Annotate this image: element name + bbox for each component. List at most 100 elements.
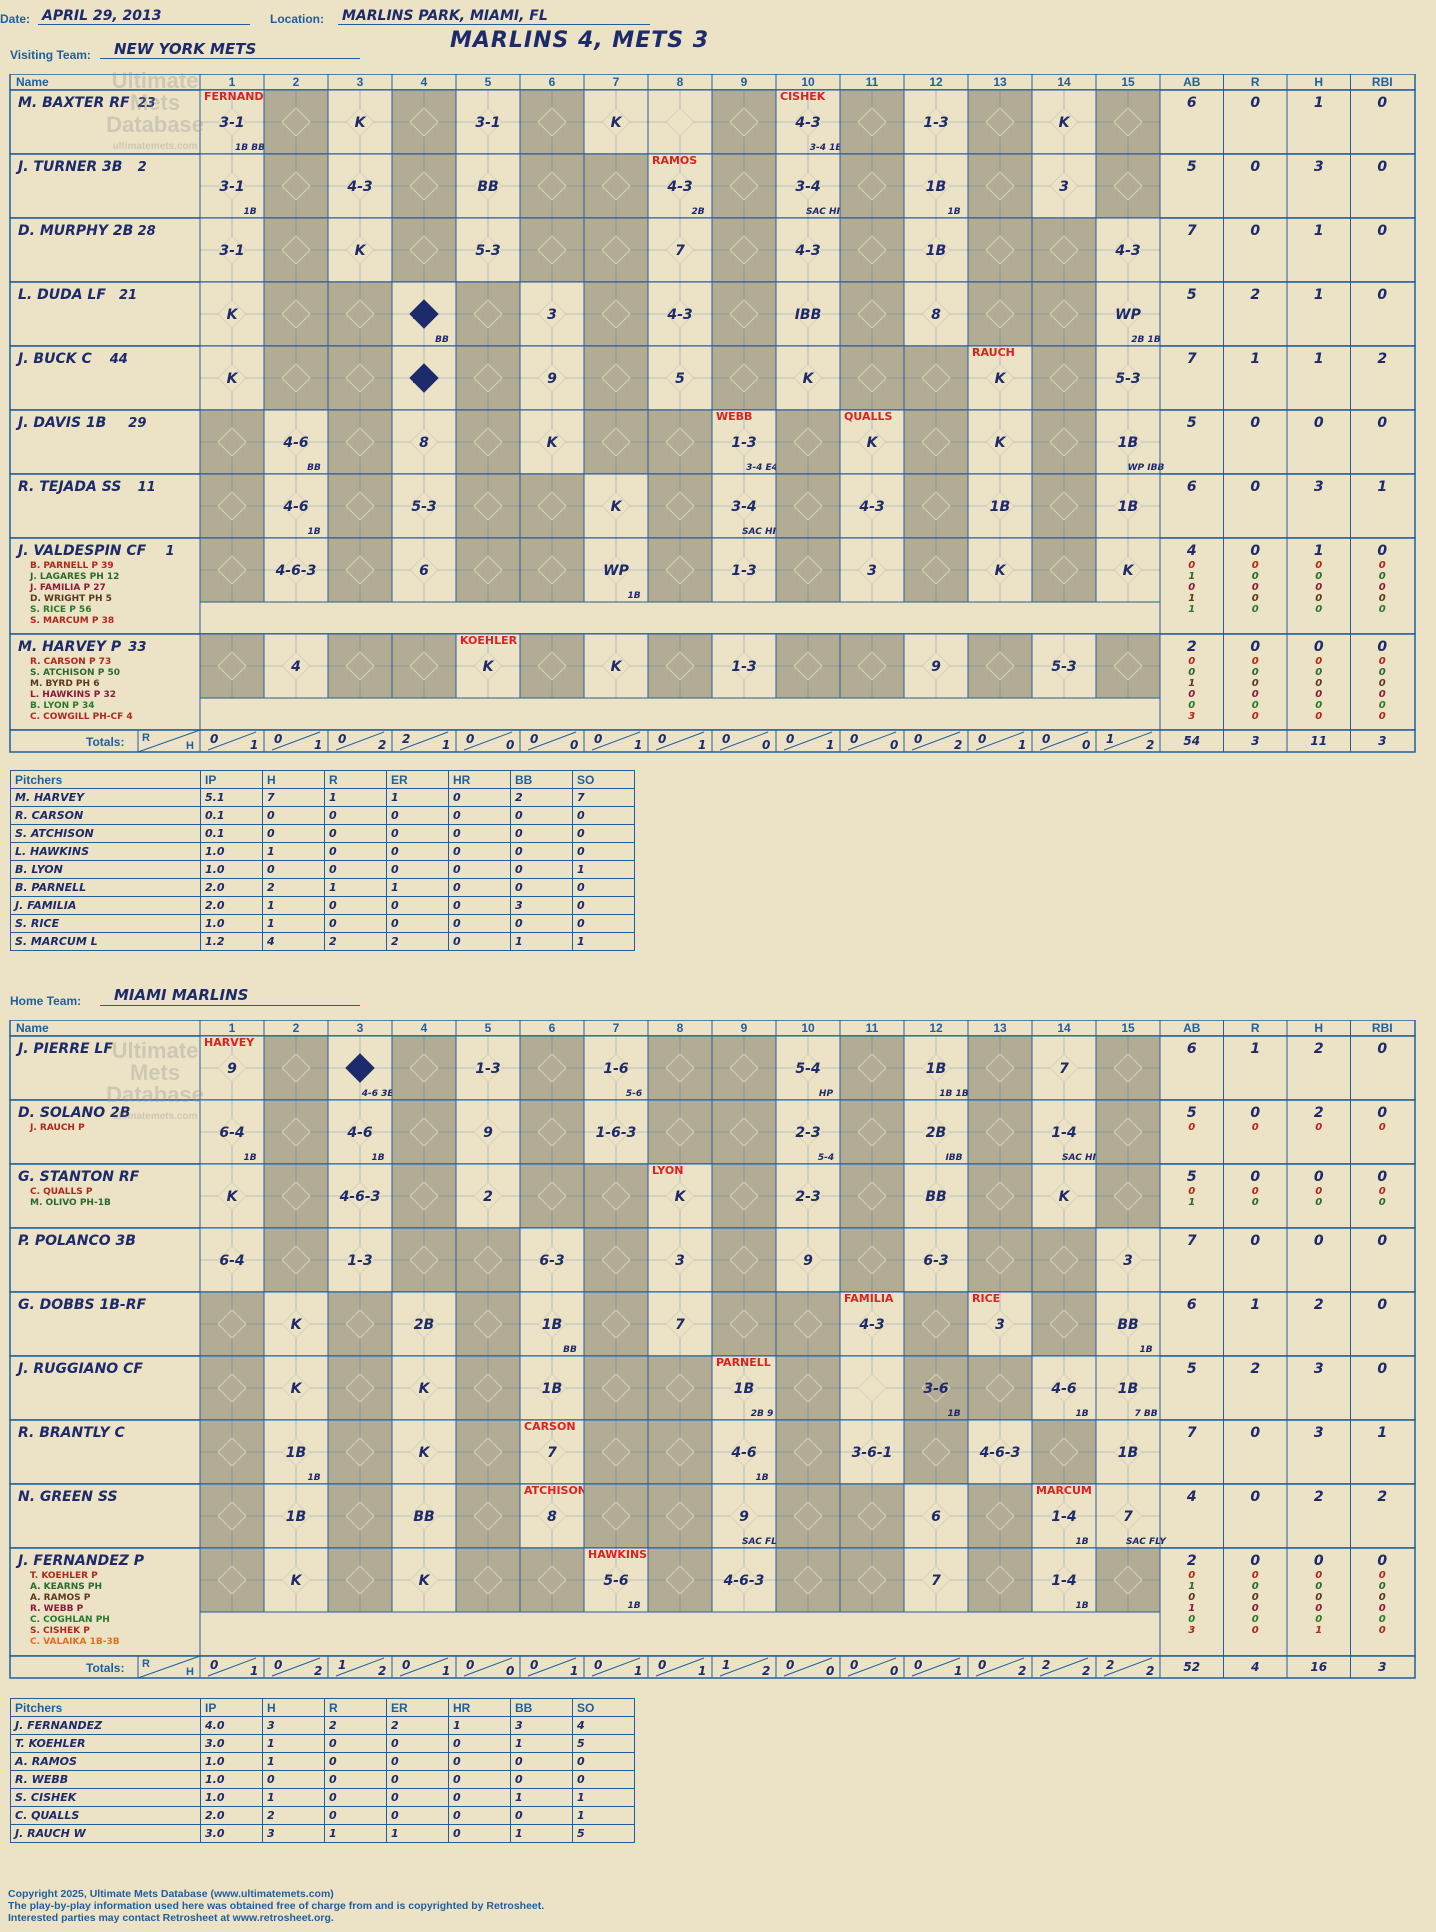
batter-row: 1B BB 8 ATCHISON 9 SAC FLY 6 1-4 1B MARCUM 7 SAC FL… <box>9 1483 1416 1549</box>
play-mark: 3-6 <box>923 1381 949 1397</box>
pitcher-row: J. RAUCH W 3.0 3 1 1 0 1 5 <box>10 1824 635 1843</box>
batting-stat: 0 <box>1252 1581 1259 1592</box>
pitcher-change-note: KOEHLER <box>460 634 518 647</box>
pitching-stat: 0 <box>510 806 573 825</box>
pitcher-name: B. LYON <box>10 860 201 879</box>
batting-stat: 0 <box>1315 593 1322 604</box>
play-mark: 1B <box>926 1061 946 1077</box>
inning-runs-total: 0 <box>402 1658 410 1672</box>
pitching-stat: 0 <box>572 806 635 825</box>
pitching-stat: 0 <box>386 806 449 825</box>
batter-row: 9 HARVEY 1B 4-6 3B 1-3 1-6 5-6 5-4 HP 1B 1B 1B 7 J. … <box>9 1035 1416 1101</box>
pitching-stat: 0 <box>324 1788 387 1807</box>
play-mark: 5-3 <box>1115 371 1140 387</box>
play-detail: WP IBB <box>1128 463 1165 473</box>
substitute-name: S. RICE P 56 <box>30 605 91 615</box>
pitcher-name: C. QUALLS <box>10 1806 201 1825</box>
play-detail: 1B <box>243 207 256 217</box>
inning-hits-total: 1 <box>314 738 322 752</box>
inning-hits-total: 1 <box>250 738 258 752</box>
pitcher-row: S. MARCUM L 1.2 4 2 2 0 1 1 <box>10 932 635 951</box>
pitching-header: ER <box>386 1698 449 1717</box>
stat-header-ab: AB <box>1183 1021 1201 1035</box>
batting-stat: 0 <box>1314 639 1324 655</box>
pitching-stat: 0 <box>324 896 387 915</box>
location-label: Location: <box>270 12 324 26</box>
inning-runs-total: 0 <box>914 732 922 746</box>
pitching-stat: 1 <box>386 878 449 897</box>
batter-name: P. POLANCO 3B <box>18 1233 136 1249</box>
play-mark: K <box>995 435 1007 451</box>
batting-stat: 0 <box>1252 711 1259 722</box>
pitching-header: SO <box>572 770 635 789</box>
batter-row: K HR 9 5 K K RAUCH 5-3 J. BUCK C 44 7 1 1 2 <box>9 345 1416 411</box>
pitcher-change-note: RICE <box>972 1292 1000 1305</box>
inning-hits-total: 0 <box>762 738 770 752</box>
batting-stat: 0 <box>1252 1570 1259 1581</box>
pitching-stat: 1 <box>572 932 635 951</box>
batting-stat: 1 <box>1188 604 1195 615</box>
play-mark: 3 <box>995 1317 1005 1333</box>
pitching-stat: 0 <box>262 1770 325 1789</box>
batter-row: 4 K KOEHLER K 1-3 9 5-3 M. HARVEY P 33 R. CARSON … <box>9 633 1416 731</box>
pitching-stat: 3.0 <box>200 1734 263 1753</box>
inning-hits-total: 0 <box>506 738 514 752</box>
batting-stat: 0 <box>1314 415 1324 431</box>
batting-stat: 1 <box>1250 351 1260 367</box>
pitching-stat: 1 <box>448 1716 511 1735</box>
batting-stat: 3 <box>1314 1425 1324 1441</box>
pitching-stat: 2 <box>386 932 449 951</box>
play-mark: 4-3 <box>666 179 692 195</box>
batter-name: J. BUCK C <box>15 351 92 367</box>
pitching-stat: 0 <box>262 824 325 843</box>
date-underline <box>38 24 250 25</box>
play-mark: 2B <box>414 1317 434 1333</box>
batting-stat: 5 <box>1187 1105 1197 1121</box>
jersey-number: 11 <box>138 480 156 495</box>
inning-hits-total: 2 <box>954 738 962 752</box>
play-detail: 1B <box>371 1153 384 1163</box>
batter-row: K K 1B 1B 2B 9 PARNELL 3-6 1B 4-6 1B 1B 7 BB J. RUGG… <box>9 1355 1416 1421</box>
inning-header: 5 <box>485 1021 492 1035</box>
play-mark: K <box>419 1445 431 1461</box>
substitute-name: A. KEARNS PH <box>30 1582 102 1592</box>
jersey-number: 23 <box>138 96 156 111</box>
batting-stat: 0 <box>1315 571 1322 582</box>
inning-header: 2 <box>293 1021 300 1035</box>
batting-stat: 0 <box>1252 689 1259 700</box>
batting-stat: 0 <box>1250 1105 1260 1121</box>
name-column-header: Name <box>16 75 49 89</box>
batter-name: G. DOBBS 1B-RF <box>18 1297 147 1313</box>
substitute-name: M. OLIVO PH-1B <box>30 1198 111 1208</box>
inning-header: 12 <box>929 1021 943 1035</box>
play-mark: K <box>1059 1189 1071 1205</box>
batting-stat: 0 <box>1379 1570 1386 1581</box>
batting-stat: 0 <box>1379 1625 1386 1636</box>
batting-stat: 0 <box>1315 1603 1322 1614</box>
pitching-stat: 0 <box>448 1788 511 1807</box>
batting-stat: 0 <box>1379 571 1386 582</box>
play-mark: K <box>291 1381 303 1397</box>
pitching-stat: 1 <box>386 1824 449 1843</box>
pitching-stat: 3 <box>510 1716 573 1735</box>
pitching-stat: 4 <box>572 1716 635 1735</box>
pitcher-name: J. FERNANDEZ <box>10 1716 201 1735</box>
pitching-stat: 0 <box>324 914 387 933</box>
totals-runs-key: R <box>142 732 150 744</box>
batter-name: J. RUGGIANO CF <box>15 1361 143 1377</box>
substitute-name: S. CISHEK P <box>30 1626 90 1636</box>
inning-hits-total: 1 <box>250 1664 258 1678</box>
play-mark: WP <box>603 563 629 579</box>
play-mark: 1B <box>926 179 946 195</box>
inning-runs-total: 1 <box>1106 732 1114 746</box>
play-mark: K <box>291 1573 303 1589</box>
batting-stat: 0 <box>1188 700 1195 711</box>
pitching-stat: 0 <box>510 1806 573 1825</box>
batter-name: R. TEJADA SS <box>18 479 121 495</box>
inning-hits-total: 1 <box>442 738 450 752</box>
play-detail: 5-4 <box>818 1153 834 1163</box>
stat-header-r: R <box>1251 1021 1260 1035</box>
inning-runs-total: 0 <box>850 1658 858 1672</box>
play-detail: 4-6 3B <box>361 1089 395 1099</box>
inning-runs-total: 0 <box>978 732 986 746</box>
